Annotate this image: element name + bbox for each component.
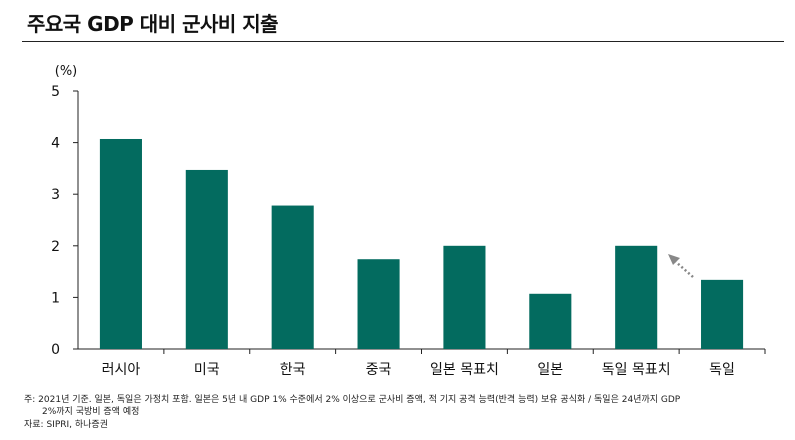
y-tick-label: 5	[51, 84, 60, 100]
bar	[99, 138, 142, 349]
bar	[357, 259, 400, 349]
y-tick-label: 3	[51, 187, 60, 203]
title-divider	[22, 41, 784, 42]
footnote-line-2: 2%까지 국방비 증액 예정	[42, 407, 140, 417]
bars	[99, 138, 744, 349]
x-tick-label: 독일	[709, 362, 735, 378]
bar	[443, 245, 486, 349]
y-tick-label: 0	[51, 342, 60, 358]
bar-chart: (%) 0 1 2 3 4 5 러시아 미국 한국 중국 일본 목표치 일본 독일 목표치 독일	[51, 64, 766, 378]
bar	[701, 279, 744, 349]
y-tick-label: 2	[51, 239, 60, 255]
x-axis-labels: 러시아 미국 한국 중국 일본 목표치 일본 독일 목표치 독일	[102, 349, 766, 378]
trend-arrow	[668, 254, 694, 278]
y-tick-label: 1	[51, 290, 60, 306]
x-tick-label: 중국	[366, 362, 392, 378]
x-tick-label: 일본 목표치	[430, 362, 499, 378]
y-unit-label: (%)	[55, 64, 78, 79]
x-tick-label: 한국	[280, 362, 306, 378]
footnote-line-1: 주: 2021년 기준. 일본, 독일은 가정치 포함. 일본은 5년 내 GD…	[24, 395, 681, 405]
bar	[185, 169, 228, 349]
x-tick-label: 독일 목표치	[602, 362, 671, 378]
x-tick-label: 일본	[537, 362, 563, 378]
chart-title: 주요국 GDP 대비 군사비 지출	[27, 12, 279, 36]
bar	[529, 293, 572, 349]
bar	[615, 245, 658, 349]
source-note: 자료: SIPRI, 하나증권	[24, 420, 108, 430]
x-tick-label: 미국	[194, 362, 220, 378]
bar	[271, 205, 314, 349]
x-tick-label: 러시아	[102, 362, 141, 378]
y-tick-label: 4	[51, 136, 60, 152]
y-axis: 0 1 2 3 4 5	[51, 84, 765, 358]
